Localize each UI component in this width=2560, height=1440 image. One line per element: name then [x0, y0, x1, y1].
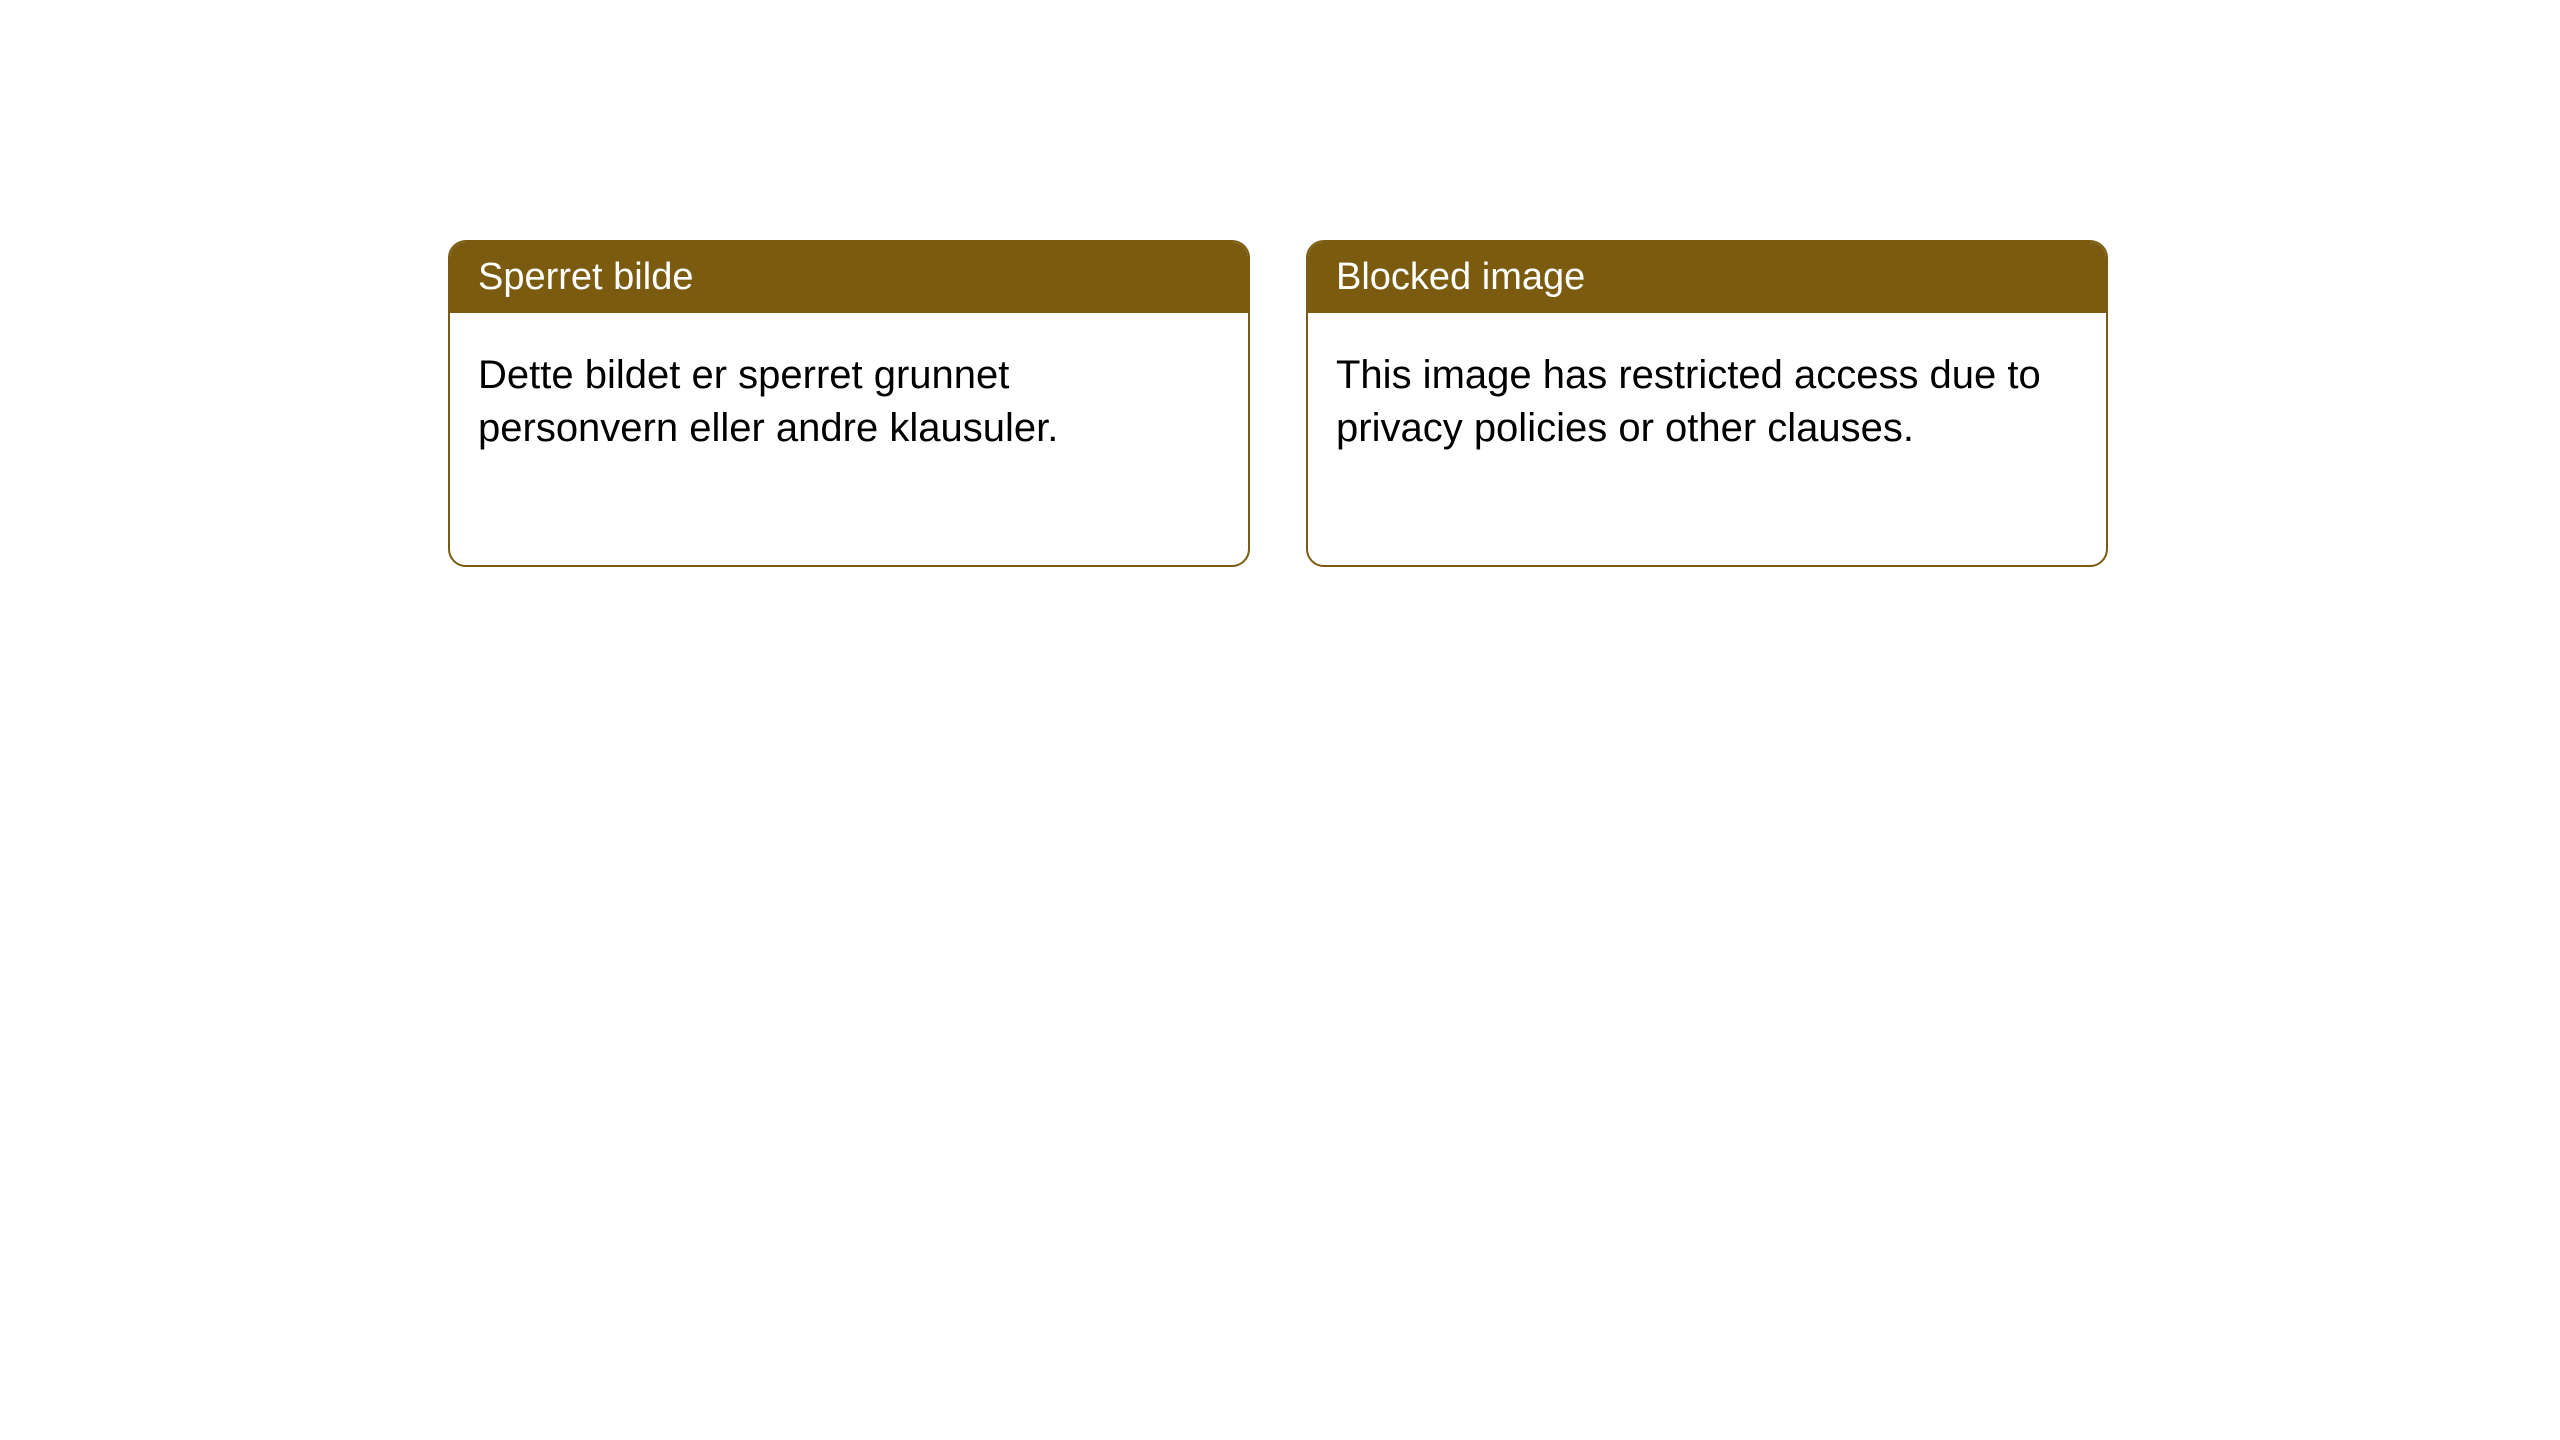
card-body-no: Dette bildet er sperret grunnet personve…: [450, 313, 1248, 565]
notice-container: Sperret bilde Dette bildet er sperret gr…: [0, 0, 2560, 567]
blocked-image-card-no: Sperret bilde Dette bildet er sperret gr…: [448, 240, 1250, 567]
card-body-en: This image has restricted access due to …: [1308, 313, 2106, 565]
card-header-en: Blocked image: [1308, 242, 2106, 313]
card-header-no: Sperret bilde: [450, 242, 1248, 313]
blocked-image-card-en: Blocked image This image has restricted …: [1306, 240, 2108, 567]
